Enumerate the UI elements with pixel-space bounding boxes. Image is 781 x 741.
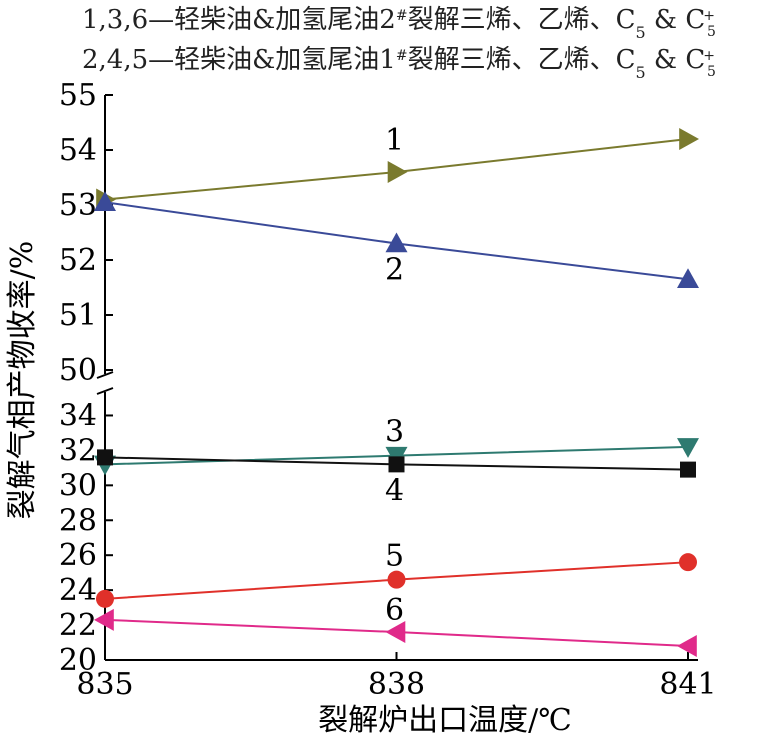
x-tick-label: 838 (368, 667, 425, 702)
y-tick-label: 54 (59, 133, 97, 168)
series-label: 5 (385, 539, 404, 574)
data-point (679, 553, 697, 572)
x-tick-label: 835 (76, 667, 133, 702)
data-point (385, 621, 406, 644)
axis-break-mark (96, 387, 114, 395)
data-point (388, 456, 405, 473)
y-tick-label: 20 (59, 643, 97, 678)
y-tick-label: 28 (59, 503, 97, 538)
y-tick-label: 22 (59, 608, 97, 643)
series-label: 4 (385, 473, 404, 508)
data-point (677, 438, 699, 458)
legend-line-1: 1,3,6—轻柴油&加氢尾油2#裂解三烯、乙烯、C5 & C+ 5 (82, 5, 716, 42)
series-label: 6 (385, 593, 404, 628)
y-tick-label: 30 (59, 468, 97, 503)
y-tick-label: 34 (59, 398, 97, 433)
data-point (679, 128, 699, 150)
y-tick-label: 52 (59, 243, 97, 278)
x-axis-title: 裂解炉出口温度/℃ (318, 703, 572, 738)
data-point (387, 570, 406, 589)
y-tick-label: 55 (59, 78, 97, 113)
series-label: 3 (385, 415, 404, 450)
data-point (680, 461, 696, 478)
axis-break-mark (96, 371, 114, 379)
data-point (677, 635, 697, 658)
series-label: 2 (385, 253, 404, 288)
y-tick-label: 51 (59, 298, 97, 333)
y-tick-label: 32 (59, 433, 97, 468)
data-point (97, 449, 113, 466)
data-point (96, 589, 114, 608)
y-tick-label: 24 (59, 573, 97, 608)
legend: 1,3,6—轻柴油&加氢尾油2#裂解三烯、乙烯、C5 & C+ 5 2,4,5—轻… (82, 5, 716, 82)
series: 1 2 3 4 5 6 (94, 123, 699, 658)
data-point (385, 232, 408, 253)
data-point (94, 608, 114, 631)
data-point (677, 268, 699, 289)
data-point (94, 191, 116, 212)
legend-line-2: 2,4,5—轻柴油&加氢尾油1#裂解三烯、乙烯、C5 & C+ 5 (82, 45, 716, 82)
y-tick-label: 50 (59, 353, 97, 388)
data-point (387, 161, 408, 183)
x-tick-label: 841 (659, 667, 716, 702)
y-axis-title: 裂解气相产物收率/% (5, 241, 40, 520)
y-tick-label: 53 (59, 188, 97, 223)
series-label: 1 (385, 123, 404, 158)
y-tick-label: 26 (59, 538, 97, 573)
